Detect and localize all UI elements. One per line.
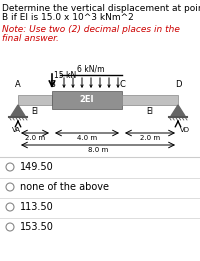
- Text: 15 kN: 15 kN: [54, 71, 76, 80]
- Text: 149.50: 149.50: [20, 162, 54, 172]
- Bar: [18, 95, 52, 105]
- Text: EI: EI: [146, 107, 154, 116]
- Bar: [122, 95, 178, 105]
- Polygon shape: [171, 105, 185, 116]
- Text: C: C: [119, 80, 125, 89]
- Text: 6 kN/m: 6 kN/m: [77, 65, 104, 74]
- Text: B: B: [49, 80, 55, 89]
- Text: D: D: [175, 80, 181, 89]
- Text: 153.50: 153.50: [20, 222, 54, 232]
- Text: 2.0 m: 2.0 m: [25, 135, 45, 141]
- Text: 8.0 m: 8.0 m: [88, 147, 108, 153]
- Text: VA: VA: [12, 127, 21, 133]
- Circle shape: [6, 223, 14, 231]
- Text: A: A: [15, 80, 21, 89]
- Circle shape: [6, 163, 14, 171]
- Text: EI: EI: [32, 107, 38, 116]
- Text: 113.50: 113.50: [20, 202, 54, 212]
- Text: none of the above: none of the above: [20, 182, 109, 192]
- Circle shape: [6, 203, 14, 211]
- Text: B if EI is 15.0 x 10^3 kNm^2: B if EI is 15.0 x 10^3 kNm^2: [2, 13, 134, 22]
- Bar: [52, 91, 122, 109]
- Text: Note: Use two (2) decimal places in the: Note: Use two (2) decimal places in the: [2, 25, 180, 34]
- Text: VD: VD: [180, 127, 190, 133]
- Circle shape: [6, 183, 14, 191]
- Text: Determine the vertical displacement at point: Determine the vertical displacement at p…: [2, 4, 200, 13]
- Polygon shape: [11, 105, 25, 116]
- Text: final answer.: final answer.: [2, 34, 59, 43]
- Text: 2.0 m: 2.0 m: [140, 135, 160, 141]
- Text: 2EI: 2EI: [80, 96, 94, 104]
- Text: 4.0 m: 4.0 m: [77, 135, 97, 141]
